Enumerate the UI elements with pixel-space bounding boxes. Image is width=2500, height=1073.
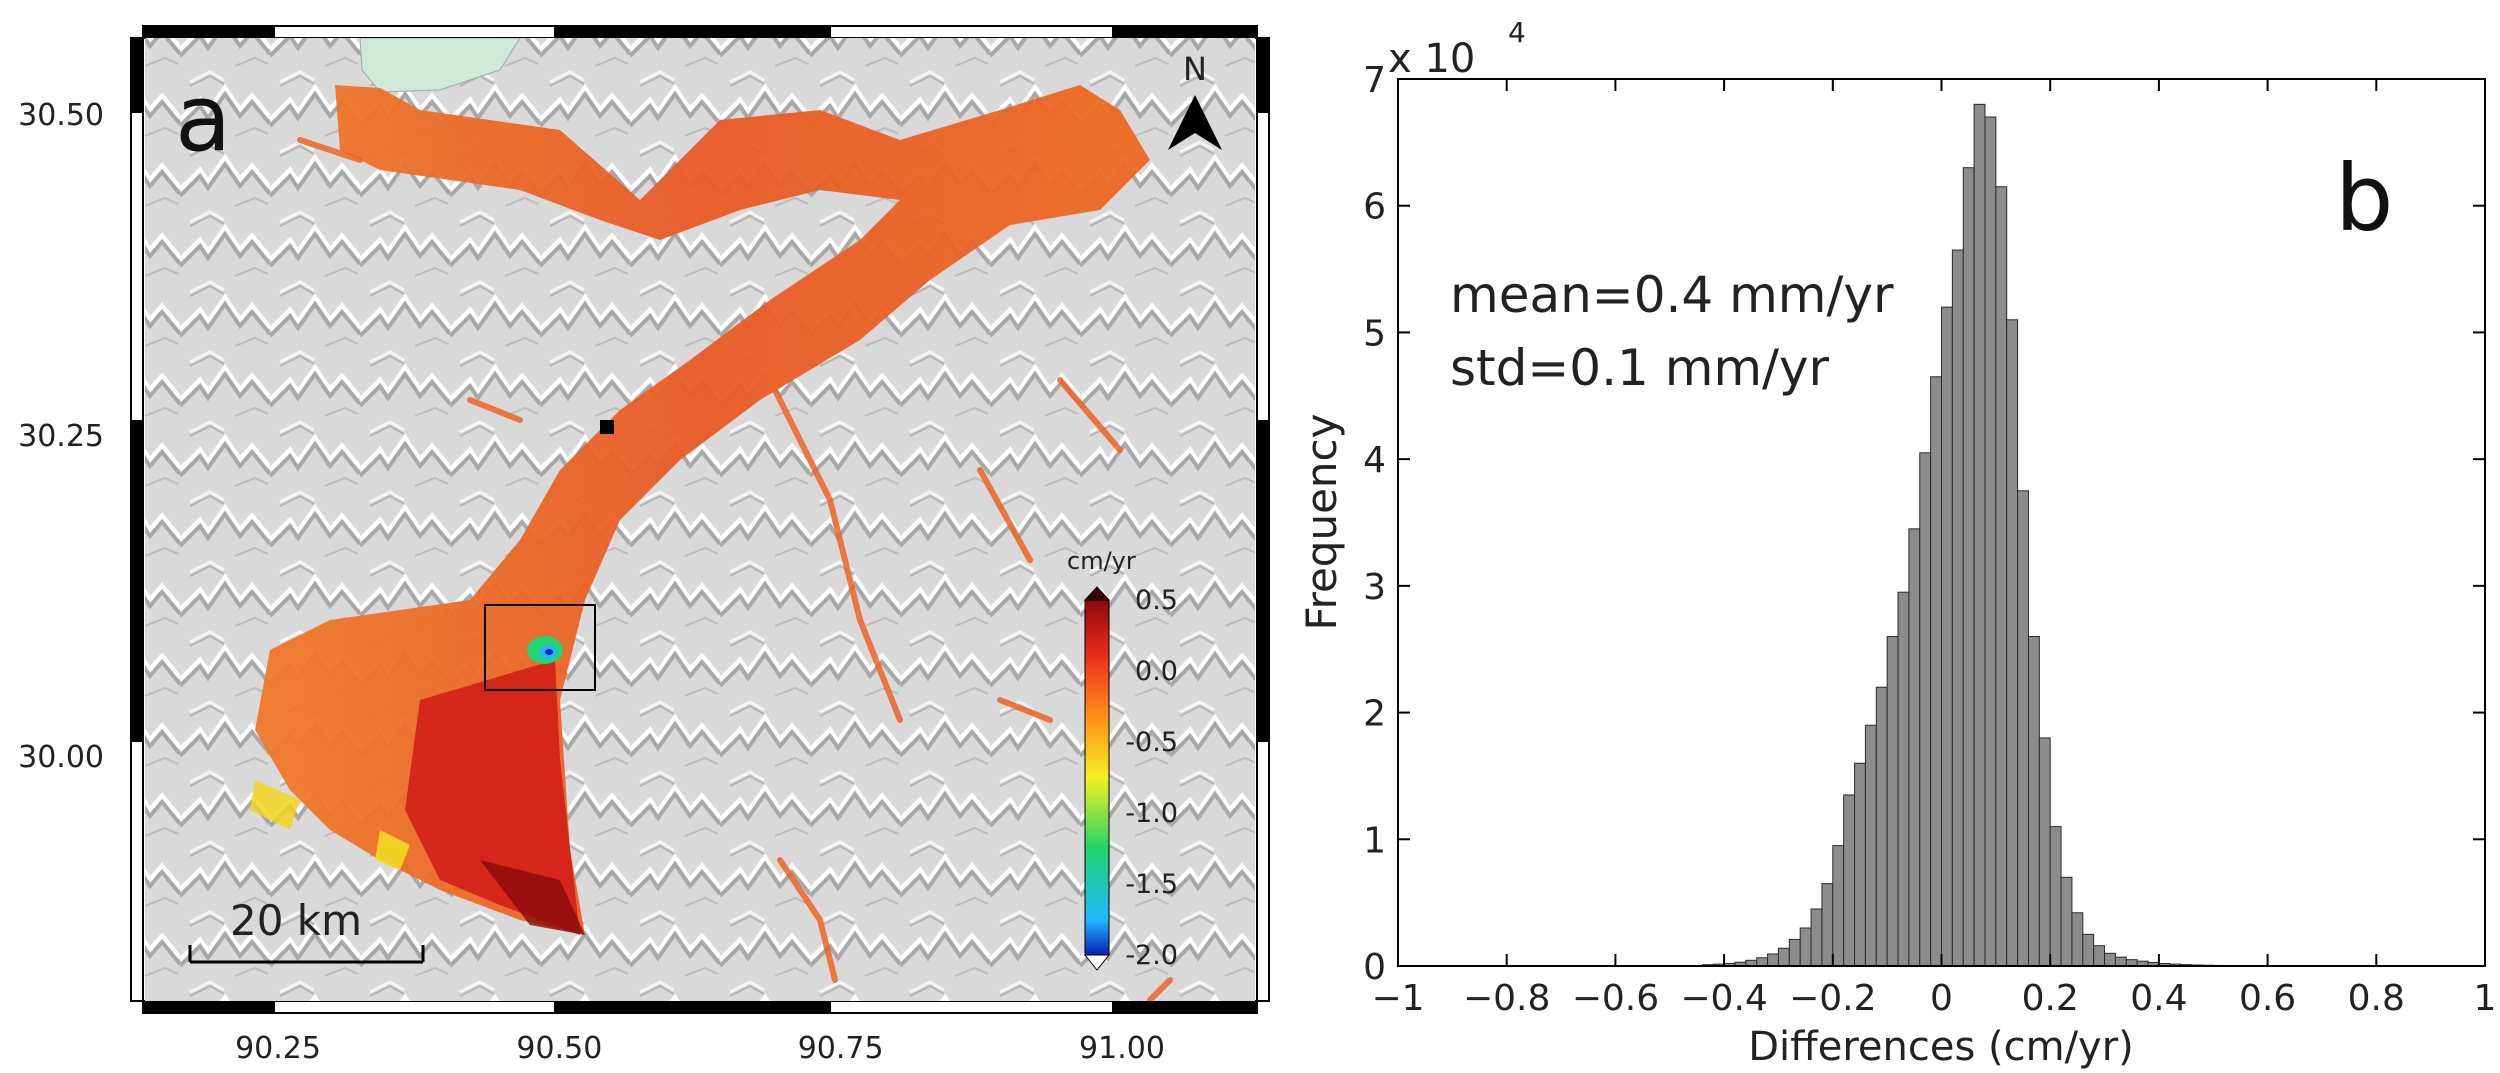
histogram-bar (2082, 933, 2095, 967)
map-x-tick-3: 91.00 (1079, 1031, 1165, 1066)
colorbar-tick-3: -1.0 (1125, 798, 1178, 829)
histogram-bar (1897, 591, 1910, 967)
x-tick-label-10: 1 (2474, 978, 2497, 1019)
x-tick-label-3: −0.4 (1680, 978, 1767, 1019)
histogram-bar (2038, 737, 2051, 967)
histogram-ticks: −1 −0.8 −0.6 −0.4 −0.2 0 0.2 0.4 0.6 0.8 1 0 1 2 3 4 5 6 7 (1363, 60, 2496, 1019)
colorbar: cm/yr 0.5 0.0 -0.5 -1.0 -1.5 -2.0 (1067, 547, 1178, 971)
y-multiplier-exp: 4 (1508, 16, 1526, 49)
x-tick-label-1: −0.8 (1463, 978, 1550, 1019)
map-y-tick-2: 30.00 (18, 740, 104, 775)
histogram-bar (1777, 947, 1790, 967)
histogram-bar (1919, 452, 1932, 967)
svg-text:N: N (1183, 50, 1207, 88)
map-x-tick-2: 90.75 (798, 1031, 884, 1066)
histogram-bar (1821, 883, 1834, 967)
histogram-bar (1908, 528, 1921, 967)
y-tick-label-0: 0 (1363, 947, 1386, 988)
histogram-bar (1843, 794, 1856, 967)
histogram-bar (2027, 636, 2040, 967)
histogram-bar (1941, 306, 1953, 967)
histogram-bar (1875, 686, 1888, 967)
histogram-bar (1973, 103, 1986, 967)
map-y-tick-0: 30.50 (18, 98, 104, 133)
tributary-streaks (297, 137, 1173, 1001)
panel-b-label: b (2335, 145, 2393, 252)
panel-a-label: a (175, 65, 231, 172)
x-tick-label-8: 0.6 (2239, 978, 2296, 1019)
map-axis-ticks: 90.25 90.50 90.75 91.00 30.50 30.25 30.00 (18, 98, 1165, 1066)
histogram-bar (1864, 724, 1877, 967)
map-frame-border (130, 25, 1270, 1014)
x-tick-label-9: 0.8 (2348, 978, 2405, 1019)
histogram-bar (2049, 826, 2062, 967)
x-tick-label-4: −0.2 (1789, 978, 1876, 1019)
histogram-bar (2071, 912, 2084, 967)
histogram-bar (1788, 938, 1801, 967)
north-arrow: N (1168, 50, 1222, 150)
colorbar-tick-5: -2.0 (1125, 940, 1178, 971)
y-multiplier: x 10 (1388, 36, 1475, 82)
y-tick-label-4: 4 (1363, 440, 1386, 481)
annotation-mean: mean=0.4 mm/yr (1450, 266, 1894, 324)
histogram-bar (1886, 636, 1899, 967)
colorbar-unit: cm/yr (1067, 547, 1136, 575)
colorbar-tick-2: -0.5 (1125, 727, 1178, 758)
histogram-bar (1962, 167, 1975, 967)
y-tick-label-6: 6 (1363, 187, 1386, 228)
y-tick-label-1: 1 (1363, 820, 1386, 861)
panel-b-histogram: −1 −0.8 −0.6 −0.4 −0.2 0 0.2 0.4 0.6 0.8 1 0 1 2 3 4 5 6 7… (1297, 16, 2496, 1070)
x-axis-label: Differences (cm/yr) (1748, 1024, 2134, 1070)
y-tick-label-5: 5 (1363, 313, 1386, 354)
y-tick-label-2: 2 (1363, 694, 1386, 735)
histogram-bar (2060, 876, 2073, 967)
x-tick-label-6: 0.2 (2022, 978, 2079, 1019)
colorbar-tick-0: 0.5 (1135, 585, 1178, 616)
map-x-tick-1: 90.50 (516, 1031, 602, 1066)
histogram-bar (1756, 957, 1769, 967)
lake (359, 38, 521, 93)
histogram-bar (2017, 490, 2029, 967)
x-tick-label-0: −1 (1371, 978, 1424, 1019)
histogram-bar (1930, 376, 1943, 967)
inset-box (484, 604, 596, 691)
histogram-bars (1701, 103, 2279, 967)
x-tick-label-2: −0.6 (1572, 978, 1659, 1019)
histogram-bar (2114, 956, 2127, 967)
histogram-bar (2093, 945, 2106, 967)
histogram-bar (2006, 319, 2019, 967)
annotation-std: std=0.1 mm/yr (1450, 339, 1830, 397)
colorbar-tick-4: -1.5 (1125, 869, 1178, 900)
histogram-bar (1810, 908, 1823, 967)
svg-text:20 km: 20 km (230, 896, 362, 945)
histogram-bar (1799, 927, 1812, 967)
square-marker (600, 420, 614, 434)
histogram-bar (1767, 953, 1779, 967)
scale-bar: 20 km (188, 896, 425, 964)
y-tick-label-3: 3 (1363, 567, 1386, 608)
colorbar-tick-1: 0.0 (1135, 656, 1178, 687)
x-tick-label-5: 0 (1930, 978, 1953, 1019)
histogram-bar (2104, 952, 2116, 967)
panel-a-map: a N 20 km cm/yr 0.5 0.0 -0.5 -1.0 -1.5 -2.0 9… (18, 25, 1270, 1066)
histogram-bar (1832, 845, 1845, 967)
histogram-bar (1854, 762, 1866, 967)
histogram-bar (1984, 116, 1997, 967)
map-x-tick-0: 90.25 (235, 1031, 321, 1066)
histogram-bar (1995, 186, 2008, 967)
histogram-bar (1951, 249, 1964, 967)
red-zone (405, 660, 580, 935)
y-axis-label: Frequency (1297, 414, 1346, 631)
y-tick-label-7: 7 (1363, 60, 1386, 101)
map-y-tick-1: 30.25 (18, 419, 104, 454)
x-tick-label-7: 0.4 (2130, 978, 2187, 1019)
